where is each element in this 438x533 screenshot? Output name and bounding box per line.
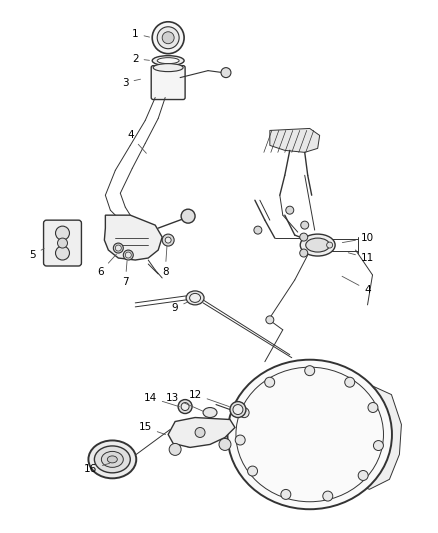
Ellipse shape: [300, 234, 335, 256]
Circle shape: [345, 377, 355, 387]
Text: 15: 15: [138, 423, 166, 434]
Circle shape: [125, 252, 131, 258]
Text: 11: 11: [348, 253, 374, 263]
Polygon shape: [270, 128, 320, 152]
Circle shape: [247, 466, 258, 476]
Circle shape: [56, 226, 70, 240]
Circle shape: [124, 250, 133, 260]
Text: 16: 16: [84, 463, 110, 474]
Circle shape: [265, 377, 275, 387]
Ellipse shape: [107, 456, 117, 463]
Circle shape: [254, 226, 262, 234]
Text: 9: 9: [172, 302, 187, 313]
Text: 2: 2: [132, 54, 149, 63]
Text: 1: 1: [132, 29, 149, 39]
Ellipse shape: [203, 408, 217, 417]
Circle shape: [57, 238, 67, 248]
Circle shape: [162, 32, 174, 44]
Circle shape: [113, 243, 124, 253]
Text: 6: 6: [97, 254, 117, 277]
Circle shape: [221, 68, 231, 78]
Ellipse shape: [190, 293, 201, 302]
Circle shape: [235, 435, 245, 445]
Ellipse shape: [152, 55, 184, 66]
Circle shape: [115, 245, 121, 251]
Ellipse shape: [181, 402, 189, 410]
Text: 10: 10: [343, 233, 374, 243]
Circle shape: [301, 221, 309, 229]
Circle shape: [56, 246, 70, 260]
Circle shape: [230, 401, 246, 417]
Circle shape: [305, 366, 314, 376]
FancyBboxPatch shape: [151, 66, 185, 100]
Text: 8: 8: [162, 246, 169, 277]
Text: 12: 12: [188, 390, 230, 407]
Polygon shape: [168, 417, 235, 447]
Circle shape: [327, 242, 332, 248]
FancyBboxPatch shape: [43, 220, 81, 266]
Text: 7: 7: [122, 261, 129, 287]
Circle shape: [358, 471, 368, 480]
Circle shape: [152, 22, 184, 54]
Circle shape: [219, 439, 231, 450]
Circle shape: [157, 27, 179, 49]
Ellipse shape: [153, 63, 183, 71]
Circle shape: [286, 206, 294, 214]
Circle shape: [233, 405, 243, 415]
Circle shape: [195, 427, 205, 438]
Polygon shape: [350, 385, 401, 489]
Ellipse shape: [157, 58, 179, 63]
Circle shape: [165, 237, 171, 243]
Circle shape: [239, 408, 249, 418]
Text: 14: 14: [144, 393, 180, 407]
Text: 4: 4: [342, 276, 371, 295]
Text: 4: 4: [127, 131, 146, 154]
Circle shape: [374, 441, 383, 450]
Circle shape: [281, 489, 291, 499]
Circle shape: [323, 491, 333, 501]
Ellipse shape: [101, 451, 124, 467]
Circle shape: [300, 249, 308, 257]
Circle shape: [266, 316, 274, 324]
Text: 13: 13: [166, 393, 204, 411]
Circle shape: [169, 443, 181, 455]
Ellipse shape: [306, 238, 330, 252]
Ellipse shape: [186, 291, 204, 305]
Circle shape: [181, 209, 195, 223]
Circle shape: [300, 233, 308, 241]
Ellipse shape: [227, 360, 392, 509]
Ellipse shape: [88, 440, 136, 478]
Polygon shape: [104, 215, 162, 260]
Circle shape: [162, 234, 174, 246]
Ellipse shape: [95, 446, 130, 473]
Ellipse shape: [178, 400, 192, 414]
Circle shape: [368, 402, 378, 413]
Text: 5: 5: [29, 248, 44, 260]
Text: 3: 3: [122, 78, 141, 87]
